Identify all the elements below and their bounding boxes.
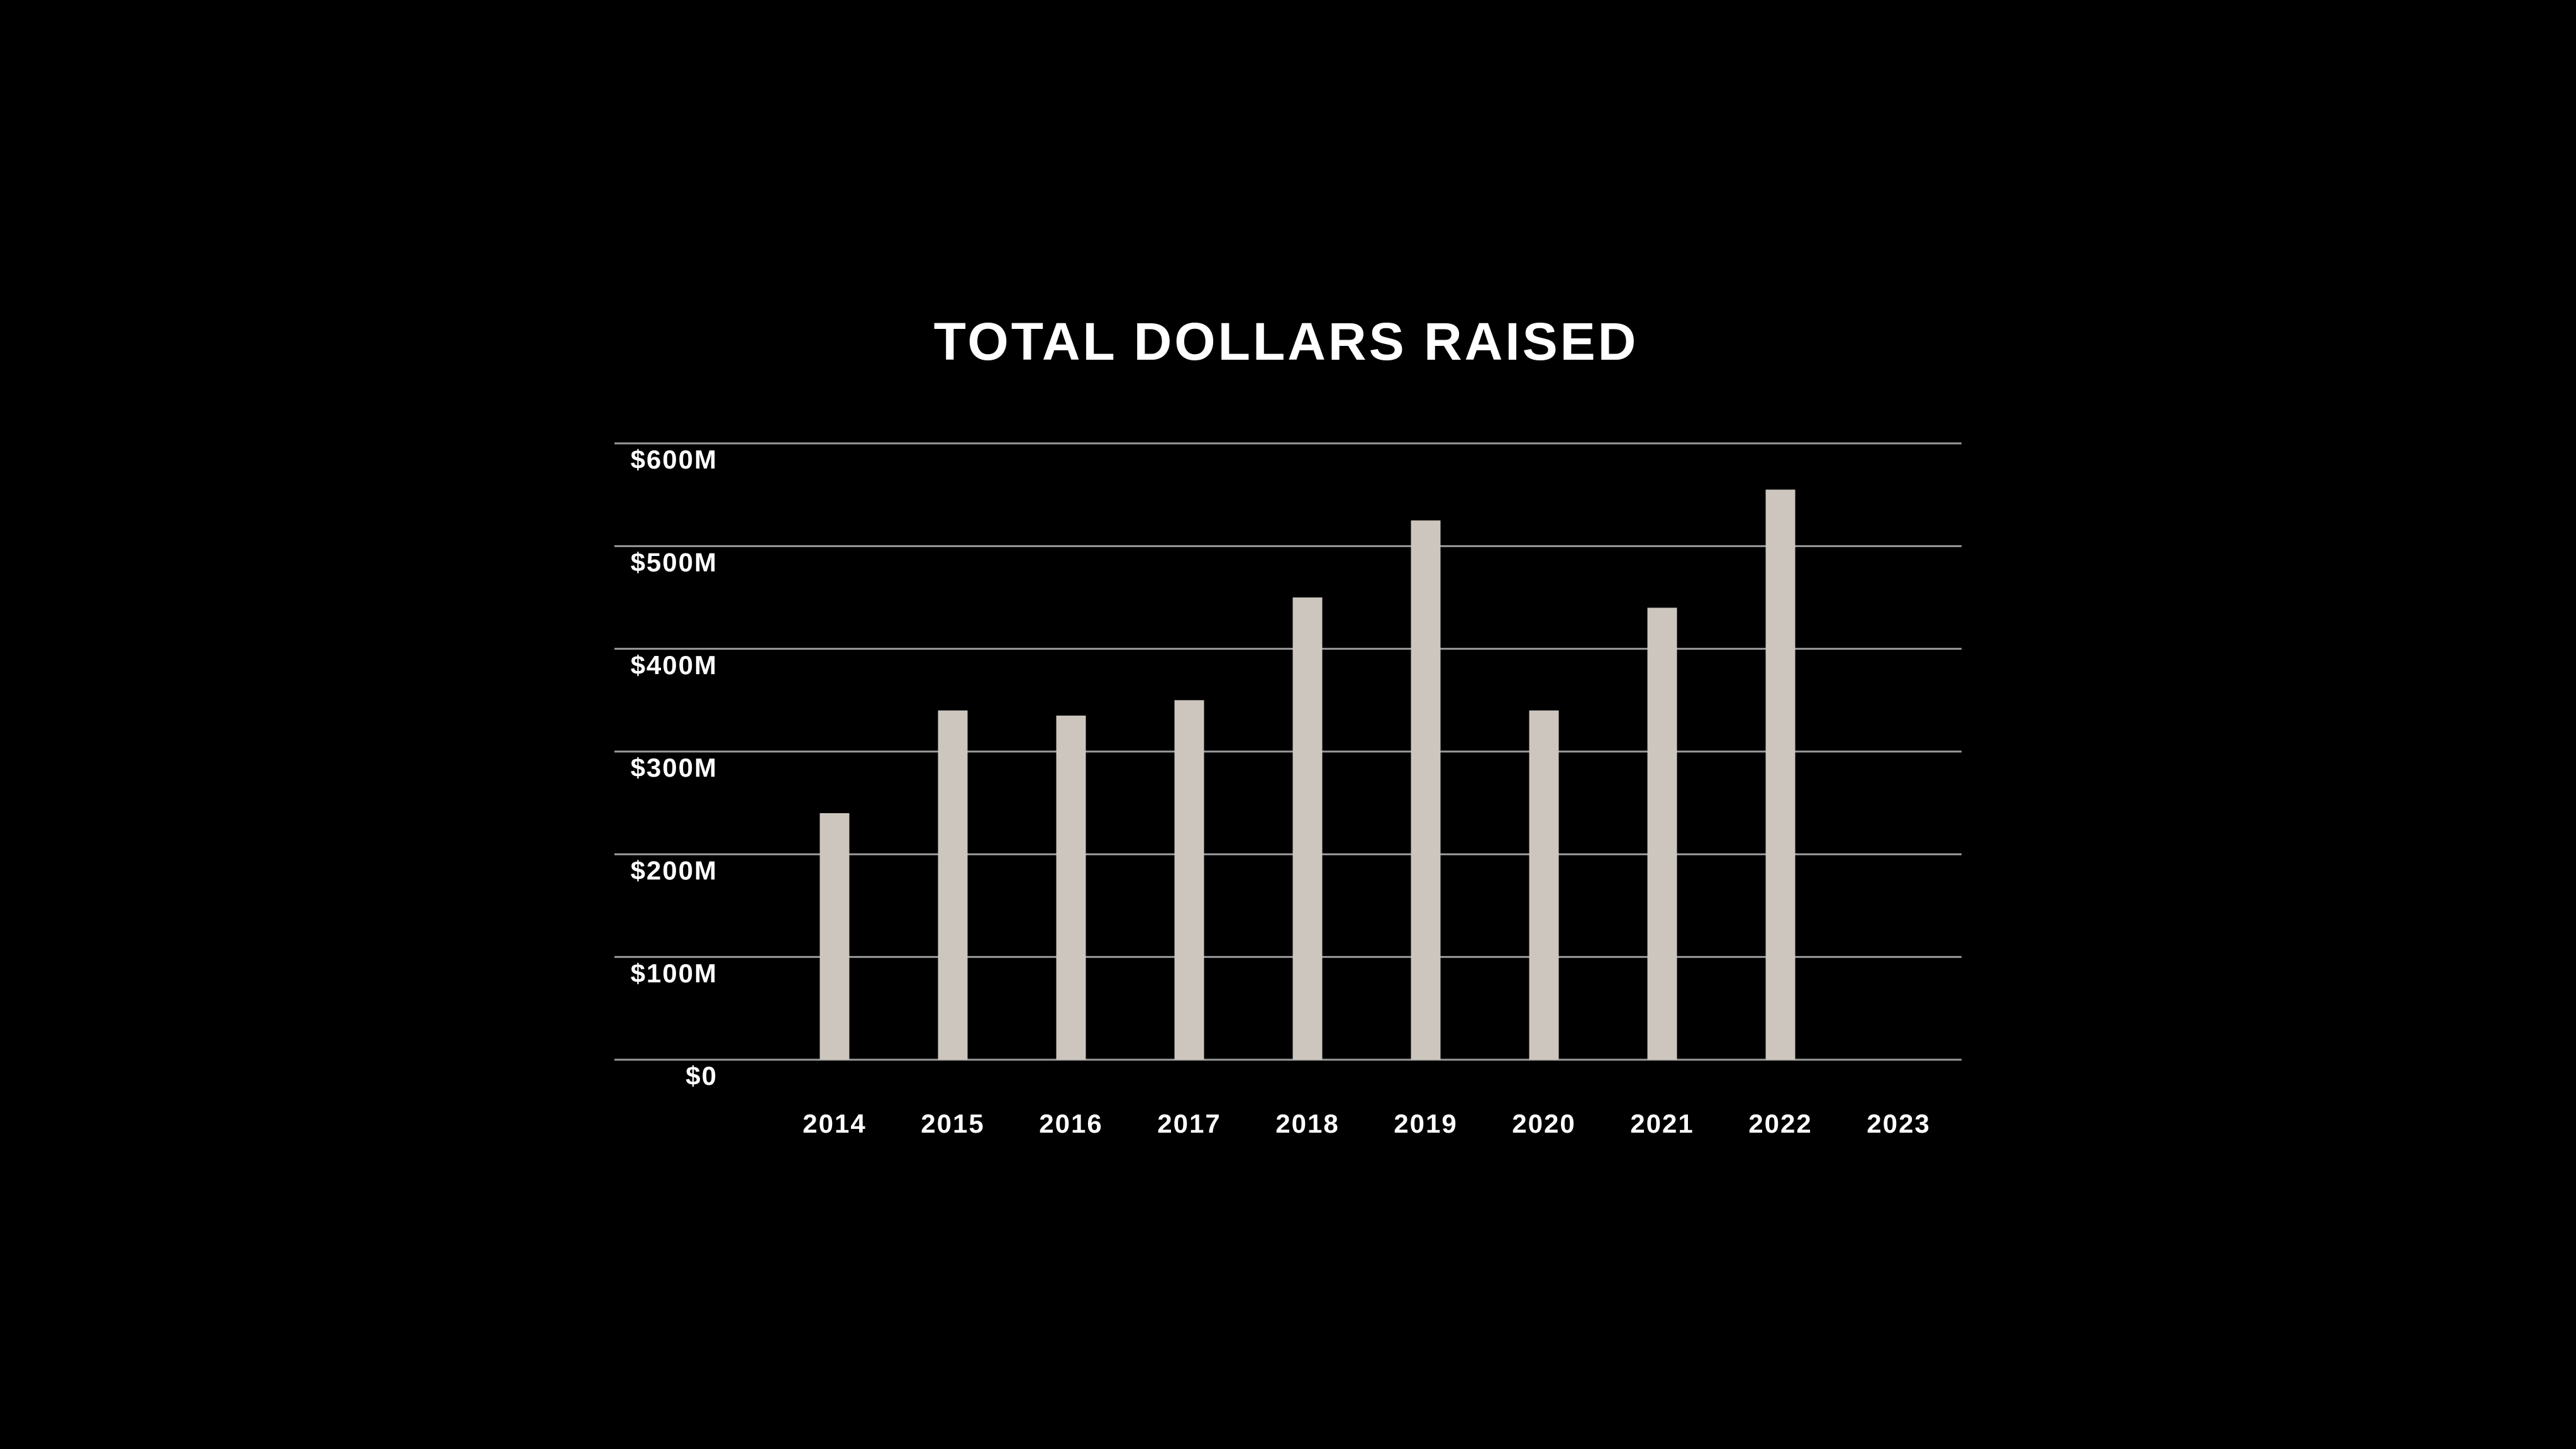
bar bbox=[938, 710, 968, 1060]
x-tick-label: 2015 bbox=[921, 1109, 984, 1138]
x-tick-label: 2022 bbox=[1748, 1109, 1812, 1138]
bar bbox=[1292, 597, 1323, 1060]
y-tick-label: $0 bbox=[686, 1061, 718, 1091]
x-tick-label: 2018 bbox=[1275, 1109, 1339, 1138]
bar bbox=[1647, 608, 1677, 1060]
x-tick-label: 2016 bbox=[1039, 1109, 1102, 1138]
bar bbox=[819, 813, 850, 1060]
x-tick-label: 2021 bbox=[1630, 1109, 1694, 1138]
x-tick-label: 2023 bbox=[1867, 1109, 1930, 1138]
x-tick-label: 2020 bbox=[1512, 1109, 1575, 1138]
x-tick-label: 2014 bbox=[802, 1109, 866, 1138]
y-tick-label: $100M bbox=[631, 958, 718, 988]
y-tick-label: $600M bbox=[631, 445, 718, 474]
y-tick-label: $500M bbox=[631, 547, 718, 577]
x-tick-label: 2017 bbox=[1157, 1109, 1221, 1138]
y-tick-label: $400M bbox=[631, 650, 718, 680]
bar bbox=[1411, 520, 1441, 1060]
y-tick-label: $200M bbox=[631, 855, 718, 885]
bar bbox=[1529, 710, 1559, 1060]
chart-title: TOTAL DOLLARS RAISED bbox=[934, 312, 1639, 371]
x-tick-label: 2019 bbox=[1394, 1109, 1457, 1138]
y-tick-label: $300M bbox=[631, 753, 718, 782]
bar bbox=[1765, 489, 1796, 1060]
bar bbox=[1174, 700, 1204, 1060]
bar bbox=[1056, 715, 1086, 1060]
